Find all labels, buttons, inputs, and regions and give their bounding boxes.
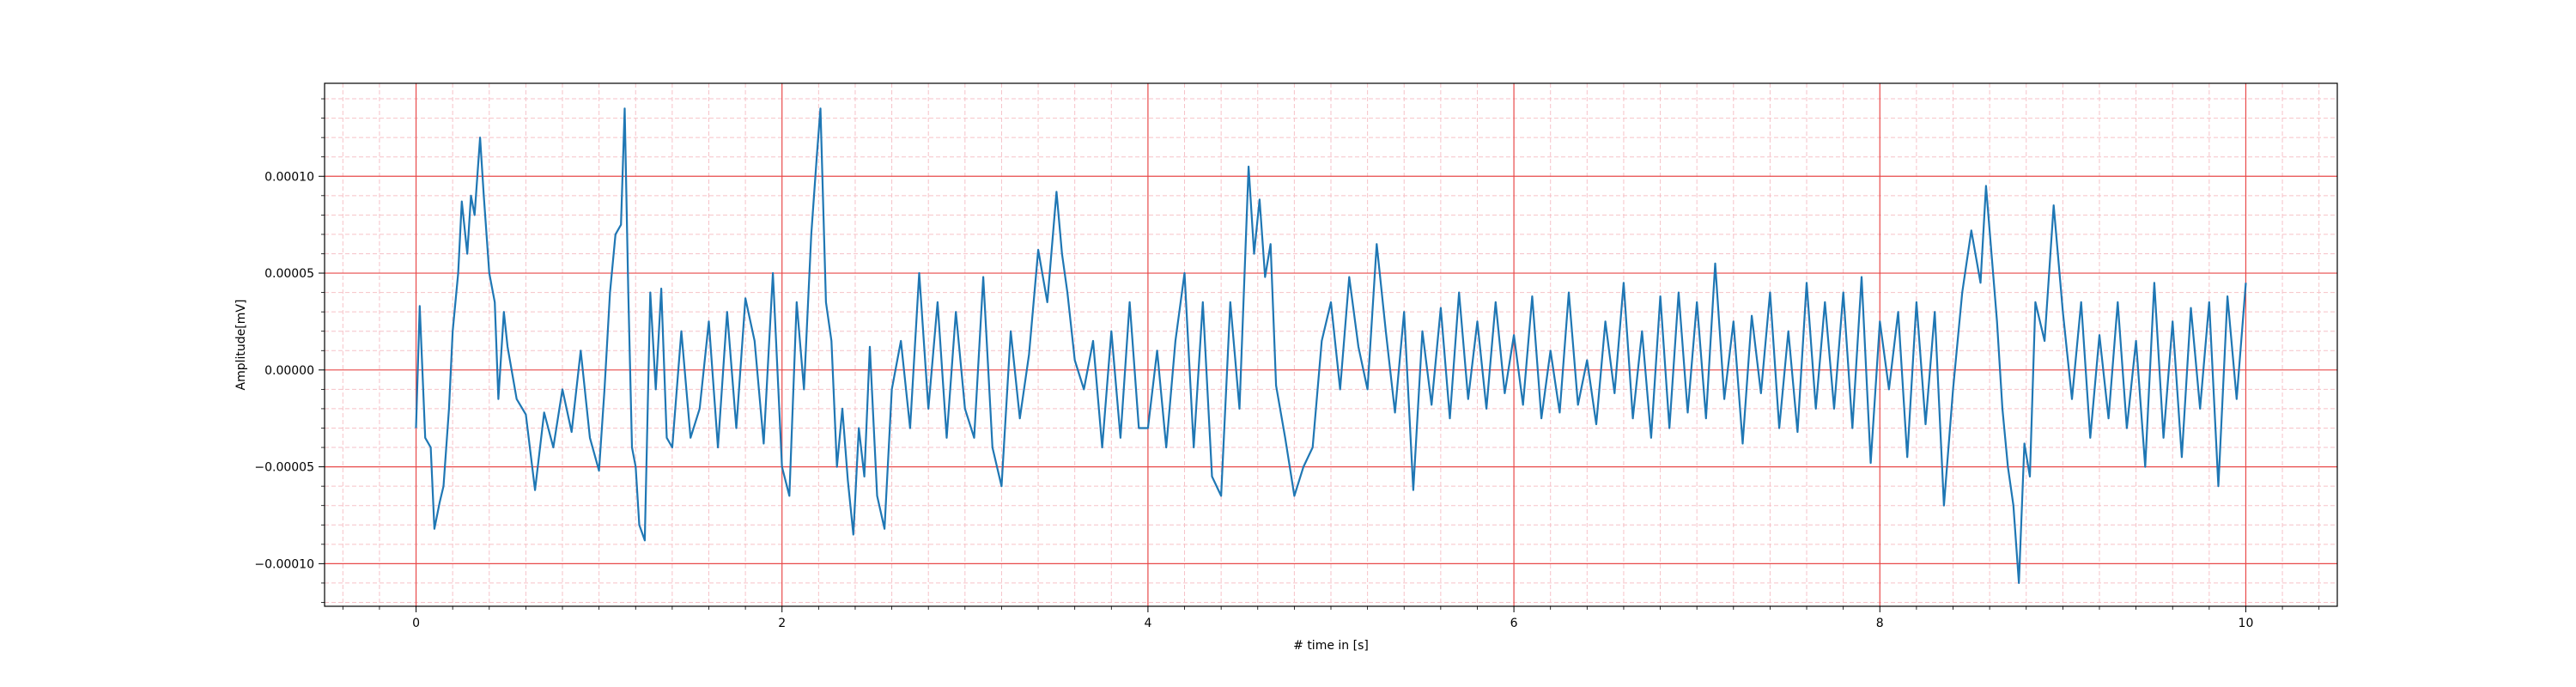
y-tick-label: 0.00000	[264, 364, 314, 378]
y-tick-label: −0.00010	[254, 557, 314, 571]
y-tick-label: 0.00005	[264, 267, 314, 281]
x-tick-label: 0	[412, 617, 420, 630]
x-tick-label: 2	[778, 617, 786, 630]
y-tick-label: 0.00010	[264, 170, 314, 184]
y-axis-ticks: −0.00010 −0.00005 0.00000 0.00005 0.00010	[254, 98, 325, 603]
x-tick-label: 4	[1144, 617, 1151, 630]
x-tick-label: 10	[2239, 617, 2254, 630]
x-tick-label: 6	[1510, 617, 1518, 630]
minor-gridlines	[325, 83, 2337, 606]
major-gridlines	[325, 83, 2337, 606]
x-axis-label: # time in [s]	[1293, 639, 1369, 653]
series-line	[415, 107, 2247, 584]
x-tick-label: 8	[1876, 617, 1884, 630]
x-axis-ticks: 0 2 4 6 8 10	[342, 606, 2320, 630]
y-tick-label: −0.00005	[254, 461, 314, 475]
y-axis-label: Amplitude[mV]	[234, 300, 248, 391]
